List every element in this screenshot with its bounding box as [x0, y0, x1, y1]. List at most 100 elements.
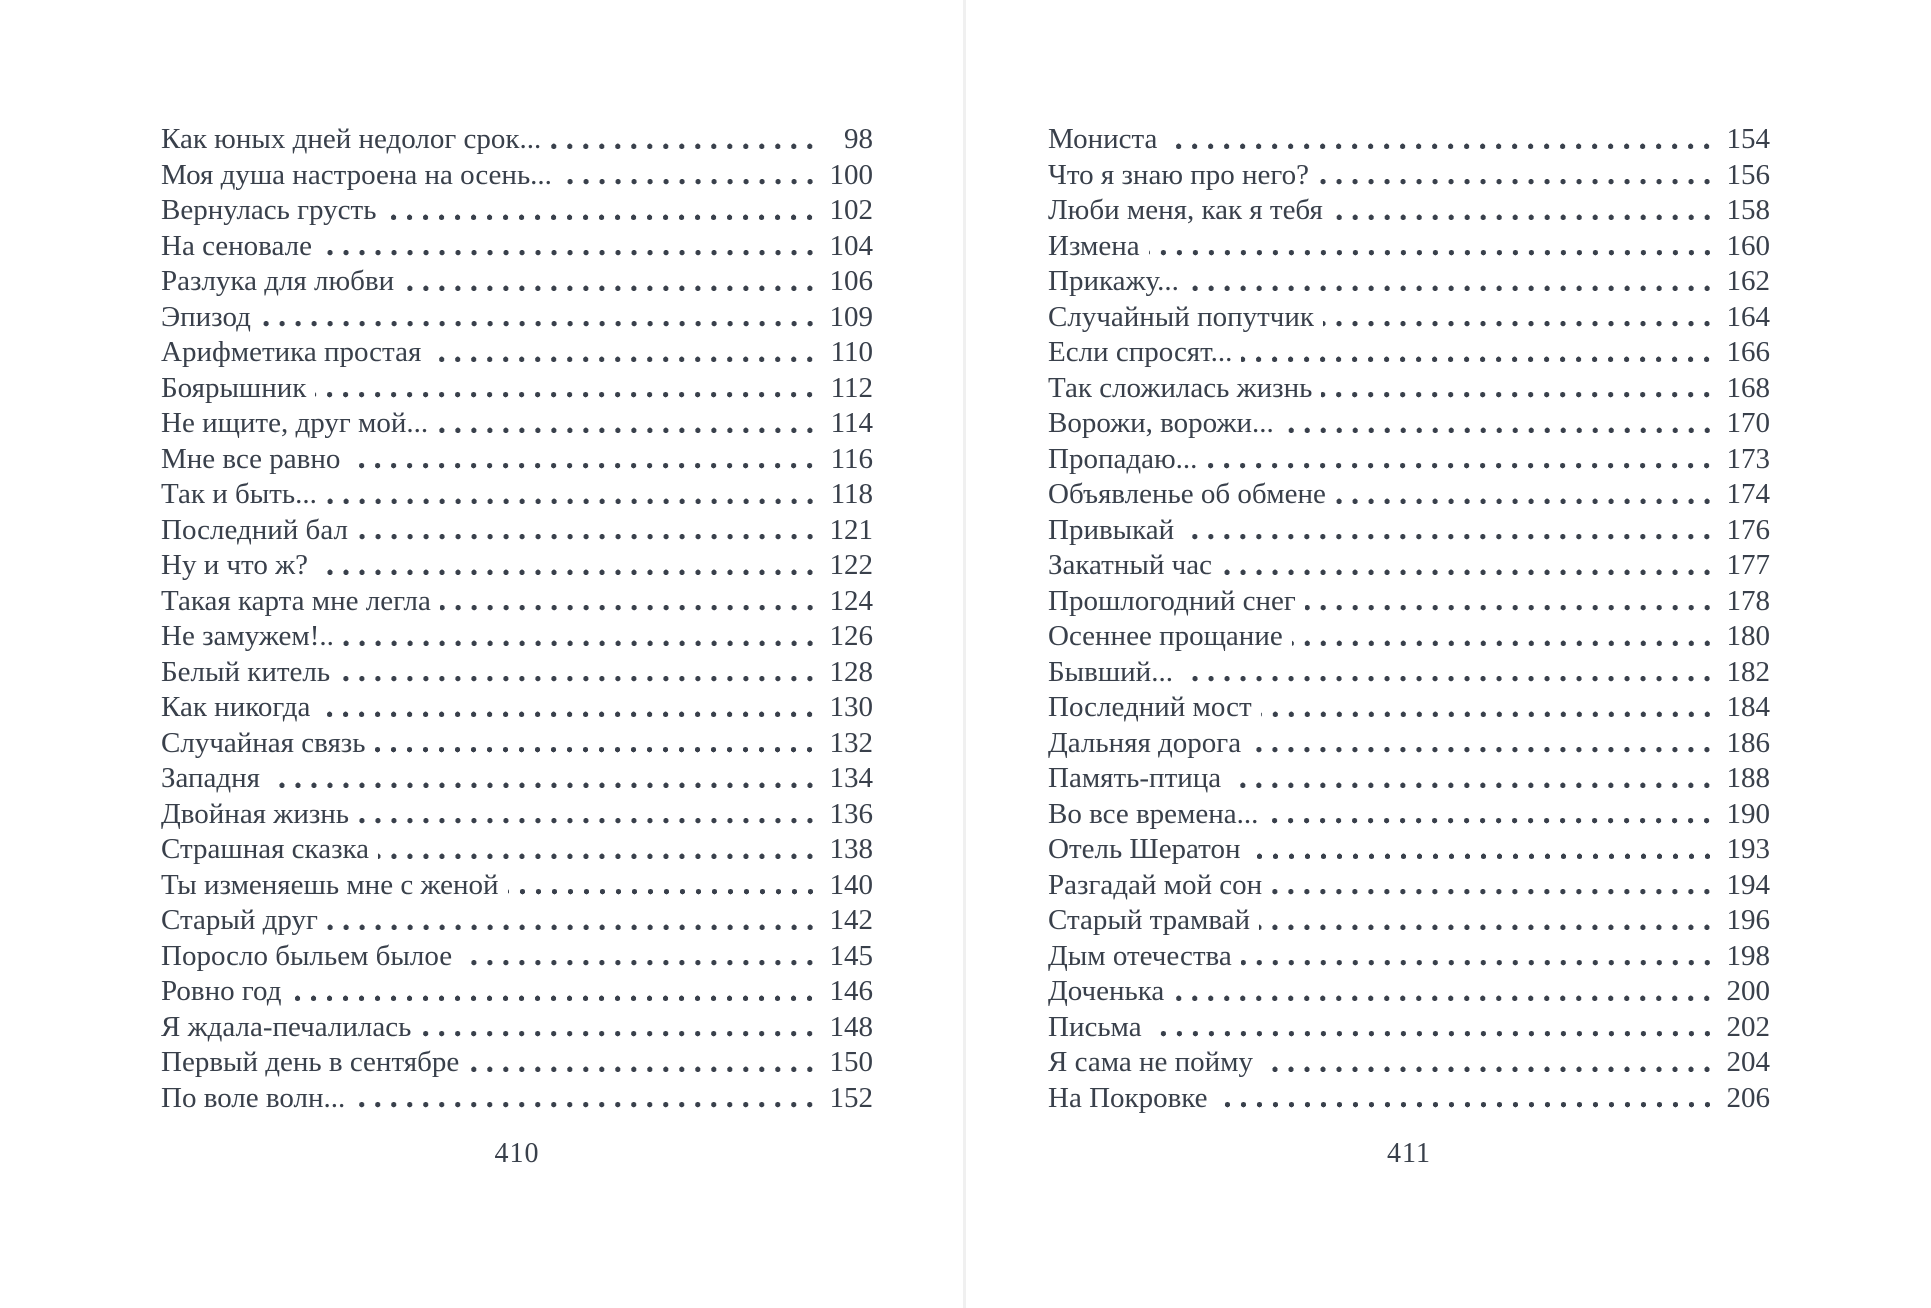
toc-entry: Ровно год 146 [161, 974, 873, 1010]
toc-entry: Западня 134 [161, 761, 873, 797]
dot-leader [1321, 370, 1715, 406]
toc-entry: Дым отечества 198 [1048, 938, 1770, 974]
toc-entry-title: По воле волн... [161, 1081, 346, 1114]
toc-entry: Так сложилась жизнь 168 [1048, 370, 1770, 406]
toc-entry: Во все времена... 190 [1048, 796, 1771, 832]
dot-leader [1331, 193, 1715, 229]
toc-entry-title: Старый трамвай [1048, 904, 1251, 936]
dot-leader [550, 122, 818, 158]
toc-entry-page-number: 104 [829, 229, 874, 262]
toc-entry-page-number: 145 [829, 939, 874, 972]
toc-entry-title: Что я знаю про него? [1048, 158, 1309, 191]
toc-entry-title: Случайная связь [161, 726, 366, 759]
toc-entry: Закатный час 177 [1048, 548, 1770, 584]
toc-entry-page-number: 188 [1726, 762, 1771, 794]
toc-entry-page-number: 180 [1726, 620, 1771, 652]
toc-entry: Прошлогодний снег 178 [1048, 583, 1770, 619]
toc-entry-title: Память-птица [1048, 762, 1222, 794]
toc-entry: Моя душа настроена на осень... 100 [161, 157, 873, 193]
toc-entry-title: Поросло быльем былое [161, 939, 453, 972]
toc-entry: Так и быть... 118 [161, 477, 873, 513]
toc-entry-title: Последний бал [161, 513, 348, 546]
toc-entry-page-number: 146 [829, 975, 874, 1007]
toc-entry-title: Пропадаю... [1048, 442, 1198, 475]
toc-entry-page-number: 190 [1726, 797, 1771, 830]
toc-entry-page-number: 142 [829, 904, 874, 936]
toc-entry: Не замужем!.. 126 [161, 619, 873, 655]
toc-entry: Разлука для любви 106 [161, 264, 873, 300]
toc-entry-title: Разлука для любви [161, 265, 395, 297]
dot-leader [560, 157, 818, 193]
toc-entry-page-number: 124 [829, 584, 874, 617]
toc-entry-page-number: 126 [829, 620, 874, 652]
toc-entry-title: Привыкай [1048, 513, 1175, 546]
toc-entry: Доченька 200 [1048, 974, 1770, 1010]
toc-entry-title: Ну и что ж? [161, 549, 308, 581]
dot-leader [342, 619, 818, 655]
dot-leader [1271, 867, 1715, 903]
toc-entry-title: Мне все равно [161, 442, 341, 475]
dot-leader [1334, 477, 1715, 513]
dot-leader [319, 690, 818, 726]
toc-entry: Ты изменяешь мне с женой 140 [161, 867, 873, 903]
toc-entry-page-number: 110 [830, 336, 873, 368]
toc-entry-page-number: 109 [829, 300, 874, 333]
toc-entry: Двойная жизнь 136 [161, 796, 874, 832]
toc-entry-title: Если спросят... [1048, 336, 1233, 368]
toc-entry-page-number: 150 [829, 1046, 874, 1078]
toc-entry-page-number: 193 [1726, 833, 1771, 865]
toc-entry-title: Мониста [1048, 123, 1158, 155]
toc-entry: Как никогда 130 [161, 690, 873, 726]
dot-leader [430, 335, 818, 371]
toc-entry-page-number: 194 [1726, 868, 1771, 901]
dot-leader [290, 974, 818, 1010]
dot-leader [1322, 299, 1715, 335]
toc-entry: Боярышник 112 [161, 370, 873, 406]
toc-entry-title: Старый друг [161, 904, 318, 936]
dot-leader [1241, 335, 1715, 371]
toc-entry: Первый день в сентябре 150 [161, 1045, 873, 1081]
dot-leader [439, 583, 818, 619]
toc-entry: Мониста 154 [1048, 122, 1770, 158]
toc-entry: Бывший... 182 [1048, 654, 1770, 690]
toc-entry-page-number: 136 [829, 797, 874, 830]
toc-entry-title: Первый день в сентябре [161, 1046, 460, 1078]
toc-entry-title: Моя душа настроена на осень... [161, 158, 552, 191]
toc-page-left: Как юных дней недолог срок... 98 Моя душ… [161, 122, 873, 1170]
toc-entry: Эпизод 109 [161, 299, 874, 335]
dot-leader [358, 796, 818, 832]
dot-leader [349, 441, 818, 477]
toc-entry-title: Случайный попутчик [1048, 300, 1314, 333]
toc-entry-title: Арифметика простая [161, 336, 422, 368]
dot-leader [403, 264, 818, 300]
dot-leader [468, 1045, 818, 1081]
toc-entry-page-number: 173 [1726, 442, 1771, 475]
dot-leader [317, 548, 818, 584]
toc-entry-title: Так сложилась жизнь [1048, 371, 1313, 404]
toc-entry-title: Западня [161, 762, 261, 794]
toc-entry: Пропадаю... 173 [1048, 441, 1771, 477]
toc-entry: Объявленье об обмене 174 [1048, 477, 1770, 513]
toc-entry-page-number: 121 [829, 513, 874, 546]
toc-entry: Как юных дней недолог срок... 98 [161, 122, 873, 158]
page-gutter-divider [963, 0, 966, 1308]
toc-entry-title: Не замужем!.. [161, 620, 334, 652]
toc-entry-title: Ровно год [161, 975, 282, 1007]
toc-entry: Прикажу... 162 [1048, 264, 1770, 300]
toc-entry-page-number: 196 [1726, 904, 1771, 936]
toc-entry-title: Ворожи, ворожи... [1048, 407, 1274, 439]
toc-entry-title: Белый китель [161, 655, 331, 688]
toc-entry-title: Осеннее прощание [1048, 620, 1283, 652]
dot-leader [1183, 512, 1715, 548]
toc-entry: Поросло быльем былое 145 [161, 938, 874, 974]
dot-leader [1249, 832, 1715, 868]
toc-entry-page-number: 156 [1726, 158, 1771, 191]
toc-entry-page-number: 176 [1726, 513, 1771, 546]
toc-entry-title: Я ждала-печалилась [161, 1010, 412, 1043]
dot-leader [1230, 761, 1715, 797]
dot-leader [374, 725, 818, 761]
toc-entry-page-number: 138 [829, 833, 874, 865]
toc-entry-page-number: 166 [1726, 336, 1771, 368]
dot-leader [1317, 157, 1715, 193]
